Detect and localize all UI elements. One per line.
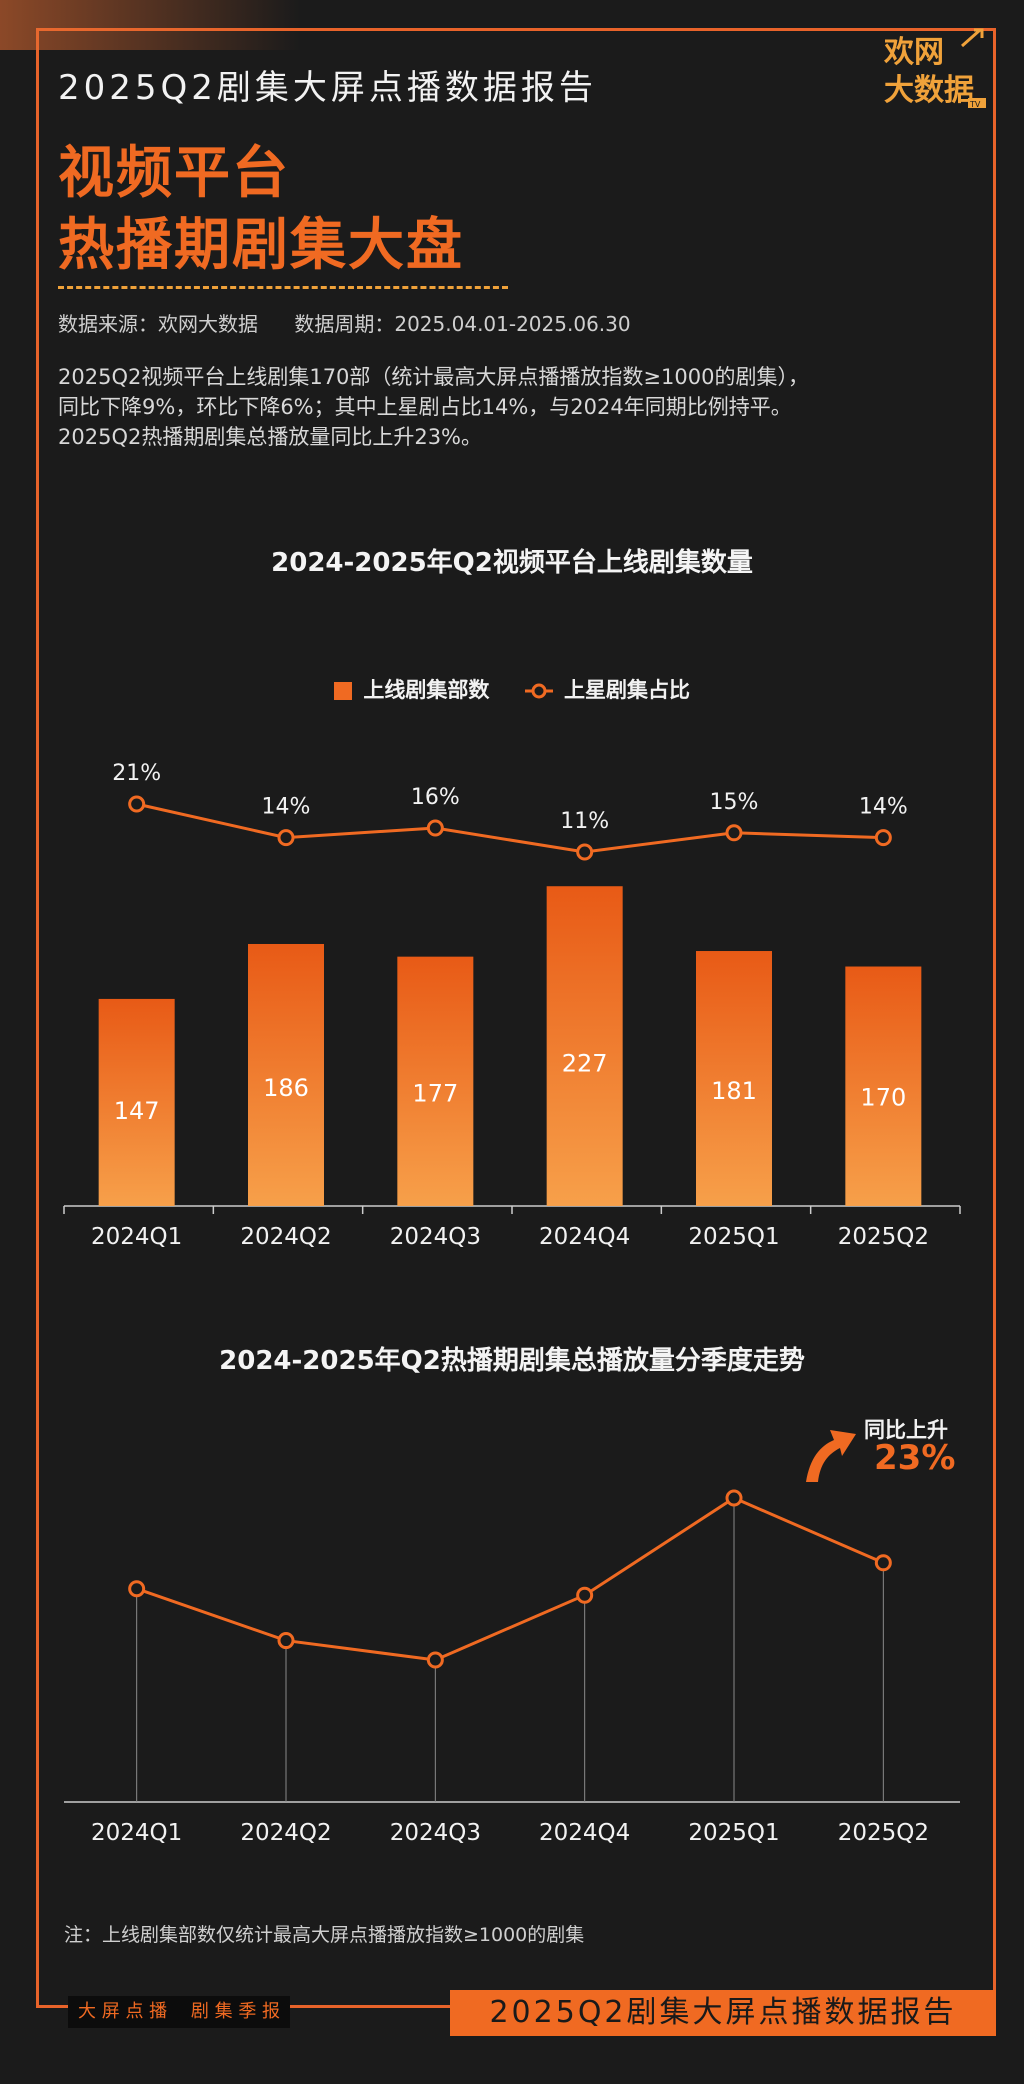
chart1-title: 2024-2025年Q2视频平台上线剧集数量 bbox=[271, 548, 753, 578]
line-value-label: 11% bbox=[560, 809, 609, 834]
chart2-svg: 2024Q1 2024Q2 2024Q3 2024Q4 2025Q1 2025Q2 bbox=[64, 1489, 960, 1846]
title-line2: 热播期剧集大盘 bbox=[58, 213, 464, 278]
legend-label-bars: 上线剧集部数 bbox=[363, 678, 490, 702]
bar-2024Q2 bbox=[248, 943, 324, 1206]
summary-text: 2025Q2视频平台上线剧集170部（统计最高大屏点播播放指数≥1000的剧集）… bbox=[58, 362, 938, 452]
chart2-title: 2024-2025年Q2热播期剧集总播放量分季度走势 bbox=[219, 1346, 805, 1376]
data-source: 数据来源：欢网大数据 bbox=[58, 312, 258, 336]
x-tick-label: 2025Q1 bbox=[688, 1224, 779, 1250]
footer-report-title: 2025Q2剧集大屏点播数据报告 bbox=[450, 1990, 996, 2036]
bar-value-label: 227 bbox=[562, 1050, 608, 1078]
legend-label-line: 上星剧集占比 bbox=[563, 678, 690, 702]
bar-value-label: 181 bbox=[711, 1077, 757, 1105]
x-tick-label: 2025Q2 bbox=[838, 1820, 929, 1846]
legend-item-line: 上星剧集占比 bbox=[524, 674, 690, 704]
chart1-legend: 上线剧集部数 上星剧集占比 bbox=[0, 674, 1024, 704]
bar-value-label: 177 bbox=[412, 1079, 458, 1107]
report-header-title: 2025Q2剧集大屏点播数据报告 bbox=[58, 68, 597, 108]
bar-2025Q2 bbox=[845, 966, 922, 1206]
line-point bbox=[128, 795, 146, 813]
x-tick-label: 2025Q2 bbox=[838, 1224, 929, 1250]
line-value-label: 21% bbox=[112, 761, 161, 786]
arrow-icon bbox=[961, 28, 984, 48]
bar-value-label: 186 bbox=[263, 1074, 309, 1102]
line-point bbox=[725, 1489, 743, 1507]
bar-2024Q1 bbox=[98, 998, 175, 1206]
line-point bbox=[874, 829, 892, 847]
legend-swatch-bar bbox=[334, 682, 353, 700]
x-tick-label: 2024Q1 bbox=[91, 1224, 182, 1250]
x-tick-label: 2024Q2 bbox=[240, 1224, 331, 1250]
line-value-label: 14% bbox=[262, 795, 311, 820]
x-tick-label: 2025Q1 bbox=[688, 1820, 779, 1846]
bar-2024Q3 bbox=[397, 956, 474, 1206]
x-tick-label: 2024Q4 bbox=[539, 1224, 630, 1250]
legend-item-bars: 上线剧集部数 bbox=[334, 674, 489, 704]
chart1-svg: 147 2024Q1 186 2024Q2 177 2024Q3 227 2024Q4 181 2… bbox=[63, 761, 961, 1250]
summary-line2: 同比下降9%，环比下降6%；其中上星剧占比14%，与2024年同期比例持平。 bbox=[58, 395, 792, 419]
meta-row: 数据来源：欢网大数据 数据周期：2025.04.01-2025.06.30 bbox=[58, 308, 661, 337]
x-tick-label: 2024Q2 bbox=[240, 1820, 331, 1846]
line-value-label: 14% bbox=[859, 795, 908, 820]
bar-2025Q1 bbox=[696, 951, 772, 1206]
line-star-share bbox=[136, 802, 884, 854]
title-divider bbox=[58, 286, 508, 289]
huanwang-logo: 欢网 大数据 TV bbox=[883, 28, 986, 109]
line-point bbox=[576, 1586, 594, 1604]
line-point bbox=[277, 1632, 295, 1650]
logo-badge: TV bbox=[969, 100, 981, 109]
logo-line2: 大数据 bbox=[884, 73, 974, 108]
footnote: 注：上线剧集部数仅统计最高大屏点播播放指数≥1000的剧集 bbox=[64, 1924, 585, 1946]
title-line1: 视频平台 bbox=[58, 141, 290, 206]
line-value-label: 15% bbox=[710, 790, 759, 815]
bar-value-label: 170 bbox=[860, 1083, 906, 1111]
footer-series-label: 大 屏 点 播 剧 集 季 报 bbox=[68, 1996, 291, 2028]
line-point bbox=[277, 829, 295, 847]
logo-line1: 欢网 bbox=[883, 35, 944, 70]
bar-value-label: 147 bbox=[114, 1097, 160, 1125]
x-tick-label: 2024Q3 bbox=[390, 1224, 481, 1250]
line-point bbox=[128, 1580, 146, 1598]
yoy-label: 同比上升 bbox=[864, 1418, 948, 1442]
data-period: 数据周期：2025.04.01-2025.06.30 bbox=[294, 312, 631, 336]
yoy-value: 23% bbox=[874, 1438, 956, 1478]
summary-line1: 2025Q2视频平台上线剧集170部（统计最高大屏点播播放指数≥1000的剧集）… bbox=[58, 365, 809, 389]
line-total-plays bbox=[136, 1496, 884, 1662]
line-point bbox=[576, 843, 594, 861]
line-value-label: 16% bbox=[411, 785, 460, 810]
x-tick-label: 2024Q1 bbox=[91, 1820, 182, 1846]
line-point bbox=[426, 819, 444, 837]
line-point bbox=[725, 824, 743, 842]
yoy-annotation: 同比上升 23% bbox=[800, 1410, 1000, 1490]
summary-line3: 2025Q2热播期剧集总播放量同比上升23%。 bbox=[58, 425, 483, 449]
up-arrow-icon bbox=[806, 1430, 856, 1482]
corner-glow bbox=[0, 0, 300, 50]
x-tick-label: 2024Q4 bbox=[539, 1820, 630, 1846]
line-point bbox=[426, 1651, 444, 1669]
line-point bbox=[874, 1554, 892, 1572]
legend-marker-line bbox=[524, 683, 553, 699]
x-tick-label: 2024Q3 bbox=[390, 1820, 481, 1846]
bar-2024Q4 bbox=[546, 886, 623, 1206]
